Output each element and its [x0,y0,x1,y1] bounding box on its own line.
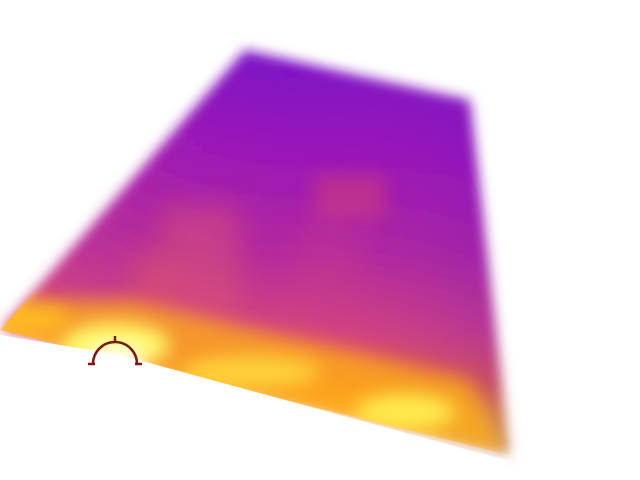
saturated-region [0,335,505,480]
spot-measurement-reticle-icon[interactable] [88,336,142,366]
